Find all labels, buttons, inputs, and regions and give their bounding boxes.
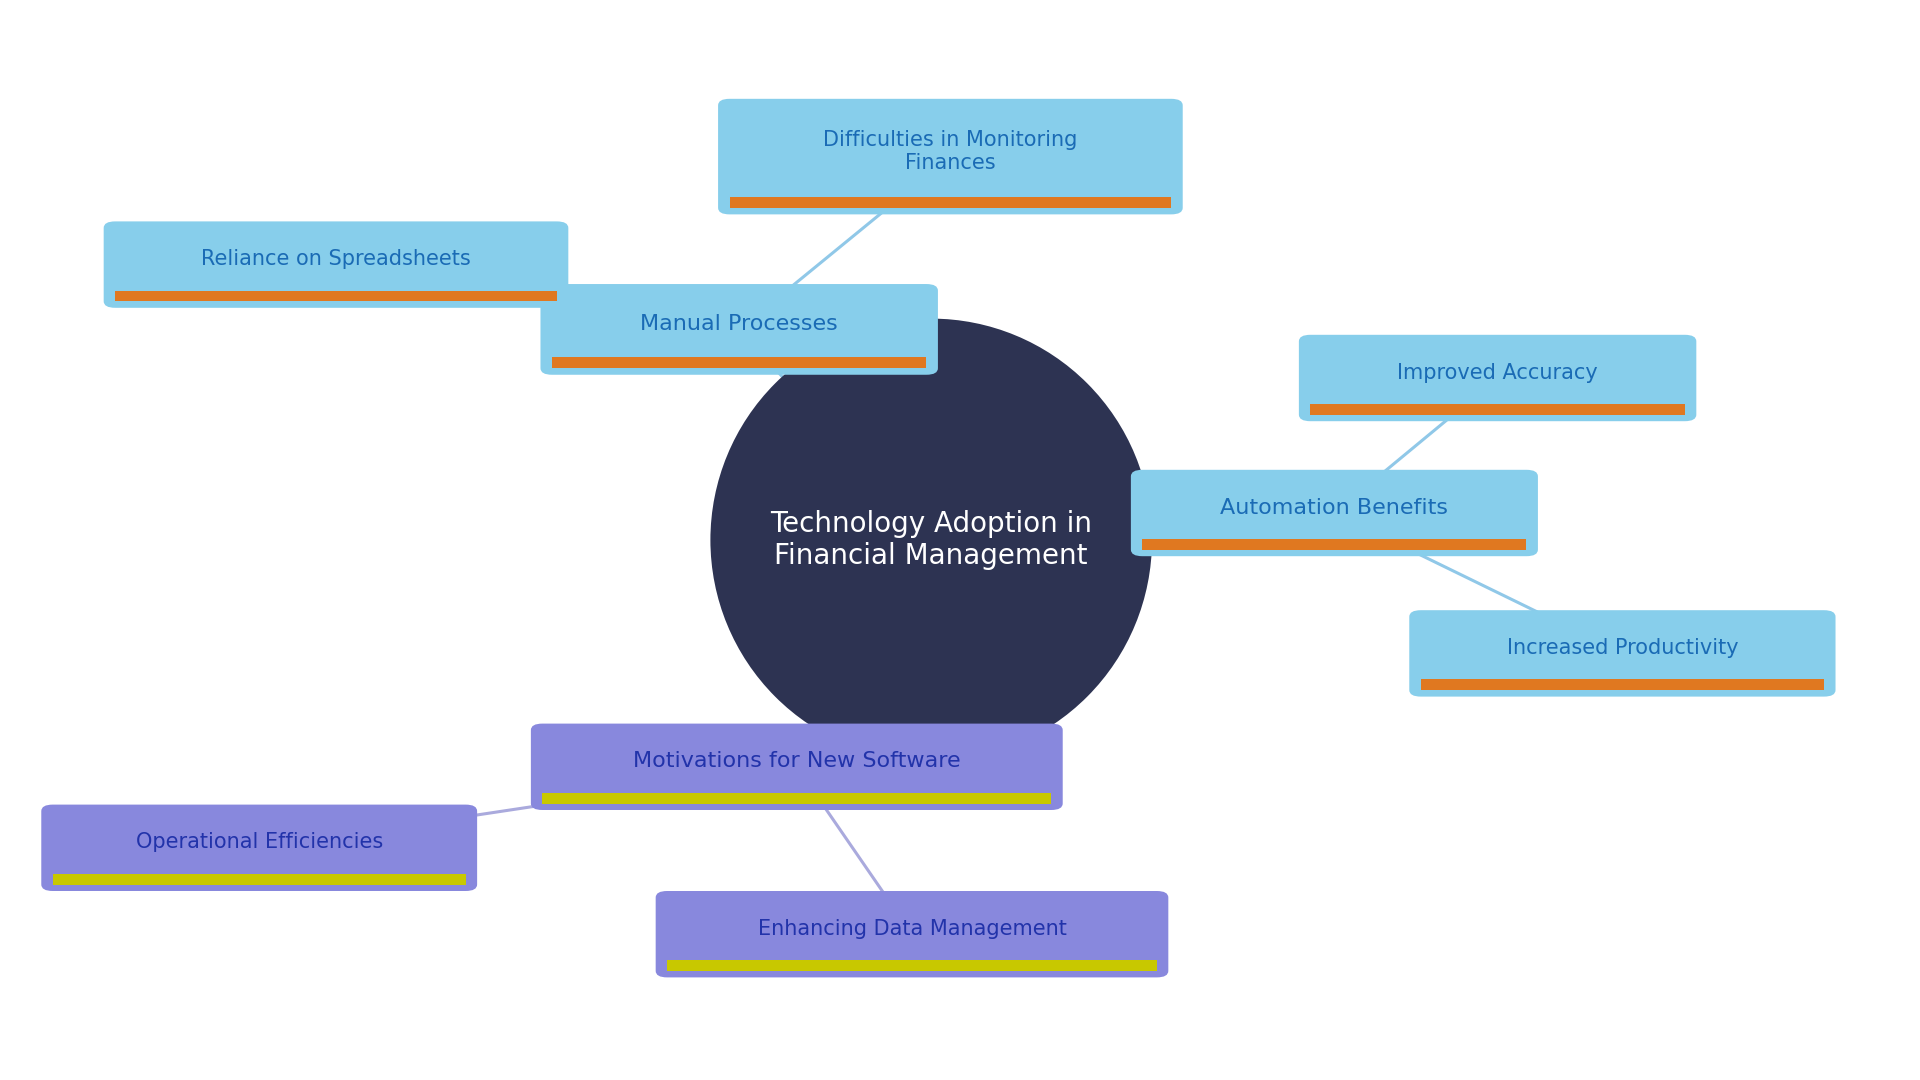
Text: Manual Processes: Manual Processes (641, 314, 837, 334)
FancyBboxPatch shape (718, 99, 1183, 214)
Text: Increased Productivity: Increased Productivity (1507, 638, 1738, 658)
FancyBboxPatch shape (1298, 335, 1697, 421)
FancyBboxPatch shape (42, 805, 478, 891)
Bar (115, 291, 557, 301)
Bar (668, 960, 1156, 971)
Bar (553, 357, 927, 368)
FancyBboxPatch shape (104, 221, 568, 308)
FancyBboxPatch shape (1131, 470, 1538, 556)
FancyBboxPatch shape (1409, 610, 1836, 697)
Bar (541, 793, 1052, 804)
Bar (1142, 539, 1526, 550)
FancyBboxPatch shape (530, 724, 1064, 810)
Bar (1309, 404, 1686, 415)
Bar (1421, 679, 1824, 690)
Text: Reliance on Spreadsheets: Reliance on Spreadsheets (202, 249, 470, 269)
Bar (730, 197, 1171, 207)
Text: Motivations for New Software: Motivations for New Software (634, 752, 960, 771)
Text: Automation Benefits: Automation Benefits (1221, 498, 1448, 517)
Text: Operational Efficiencies: Operational Efficiencies (136, 833, 382, 852)
FancyBboxPatch shape (541, 284, 937, 375)
Text: Improved Accuracy: Improved Accuracy (1398, 363, 1597, 382)
FancyBboxPatch shape (655, 891, 1167, 977)
Bar (54, 874, 465, 885)
Text: Difficulties in Monitoring
Finances: Difficulties in Monitoring Finances (824, 130, 1077, 173)
Ellipse shape (710, 319, 1152, 761)
Text: Technology Adoption in
Financial Management: Technology Adoption in Financial Managem… (770, 510, 1092, 570)
Text: Enhancing Data Management: Enhancing Data Management (758, 919, 1066, 939)
